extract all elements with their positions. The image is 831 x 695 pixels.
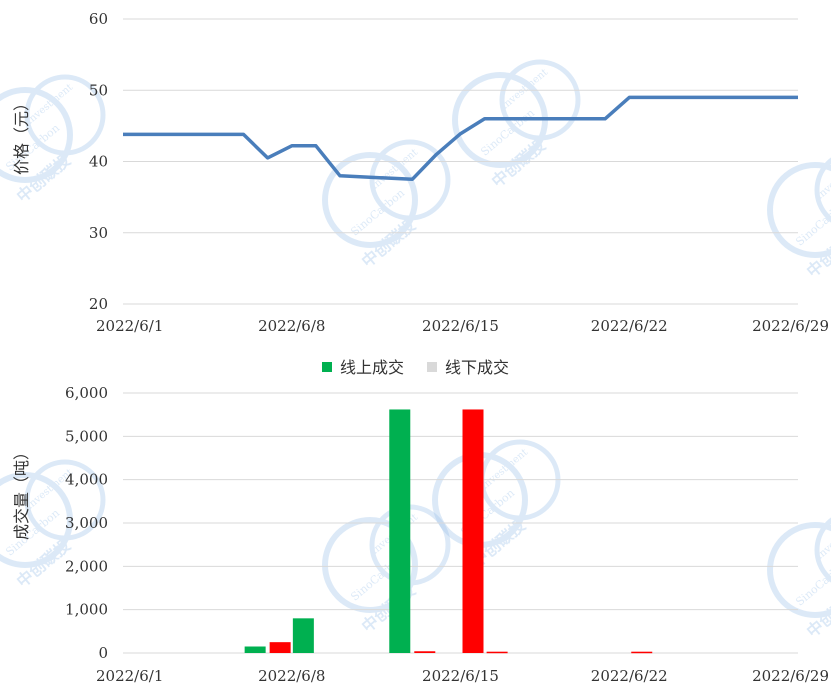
x-tick-label: 2022/6/22	[591, 667, 668, 685]
bar-offline	[414, 651, 436, 653]
y-tick-label: 4,000	[65, 471, 108, 489]
y-tick-label: 6,000	[65, 384, 108, 402]
x-tick-label: 2022/6/8	[258, 317, 325, 335]
legend-swatch	[322, 362, 332, 372]
legend-swatch	[427, 362, 437, 372]
x-tick-label: 2022/6/15	[422, 317, 499, 335]
y-tick-label: 20	[89, 295, 108, 313]
price-series-line	[123, 95, 798, 182]
watermark-brand-text: SinoCarbon	[793, 556, 831, 608]
x-tick-label: 2022/6/1	[96, 667, 163, 685]
bar-offline	[486, 651, 508, 654]
x-tick-label: 2022/6/29	[752, 667, 829, 685]
y-tick-label: 5,000	[65, 427, 108, 445]
x-tick-label: 2022/6/29	[752, 317, 829, 335]
y-tick-label: 0	[98, 644, 108, 662]
bar-online	[292, 618, 314, 653]
y-axis-label: 价格（元）	[12, 95, 31, 175]
y-tick-label: 1,000	[65, 601, 108, 619]
volume-bar-chart: 0 1,000 2,000 3,000 4,000 5,000 6,000 2022/6/1 2…	[12, 358, 829, 685]
y-tick-label: 60	[89, 10, 108, 28]
bar-offline	[269, 642, 291, 653]
y-tick-label: 40	[89, 153, 108, 171]
y-tick-label: 2,000	[65, 557, 108, 575]
bar-online	[244, 646, 266, 653]
x-tick-label: 2022/6/22	[591, 317, 668, 335]
y-axis-label: 成交量（吨）	[12, 444, 31, 540]
y-tick-label: 30	[89, 224, 108, 242]
x-tick-label: 2022/6/8	[258, 667, 325, 685]
legend-label: 线下成交	[445, 358, 509, 377]
bar-offline	[631, 651, 653, 654]
x-tick-label: 2022/6/1	[96, 317, 163, 335]
bar-offline	[462, 409, 484, 653]
bar-online	[389, 409, 411, 653]
price-line-chart: 20 30 40 50 60 2022/6/1 2022/6/8 2022/6/15 2022/…	[12, 10, 829, 335]
watermark-layer: SinoCarbonInvestment中创碳投SinoCarbonInvest…	[0, 59, 831, 641]
x-tick-label: 2022/6/15	[422, 667, 499, 685]
y-tick-label: 50	[89, 81, 108, 99]
y-tick-label: 3,000	[65, 514, 108, 532]
watermark-brand-text: SinoCarbon	[793, 196, 831, 248]
legend-label: 线上成交	[340, 358, 404, 377]
legend: 线上成交 线下成交	[322, 358, 509, 377]
